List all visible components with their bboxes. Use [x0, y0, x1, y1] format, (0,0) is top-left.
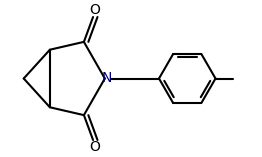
Text: O: O: [89, 3, 100, 17]
Text: N: N: [102, 71, 112, 86]
Text: O: O: [89, 140, 100, 154]
